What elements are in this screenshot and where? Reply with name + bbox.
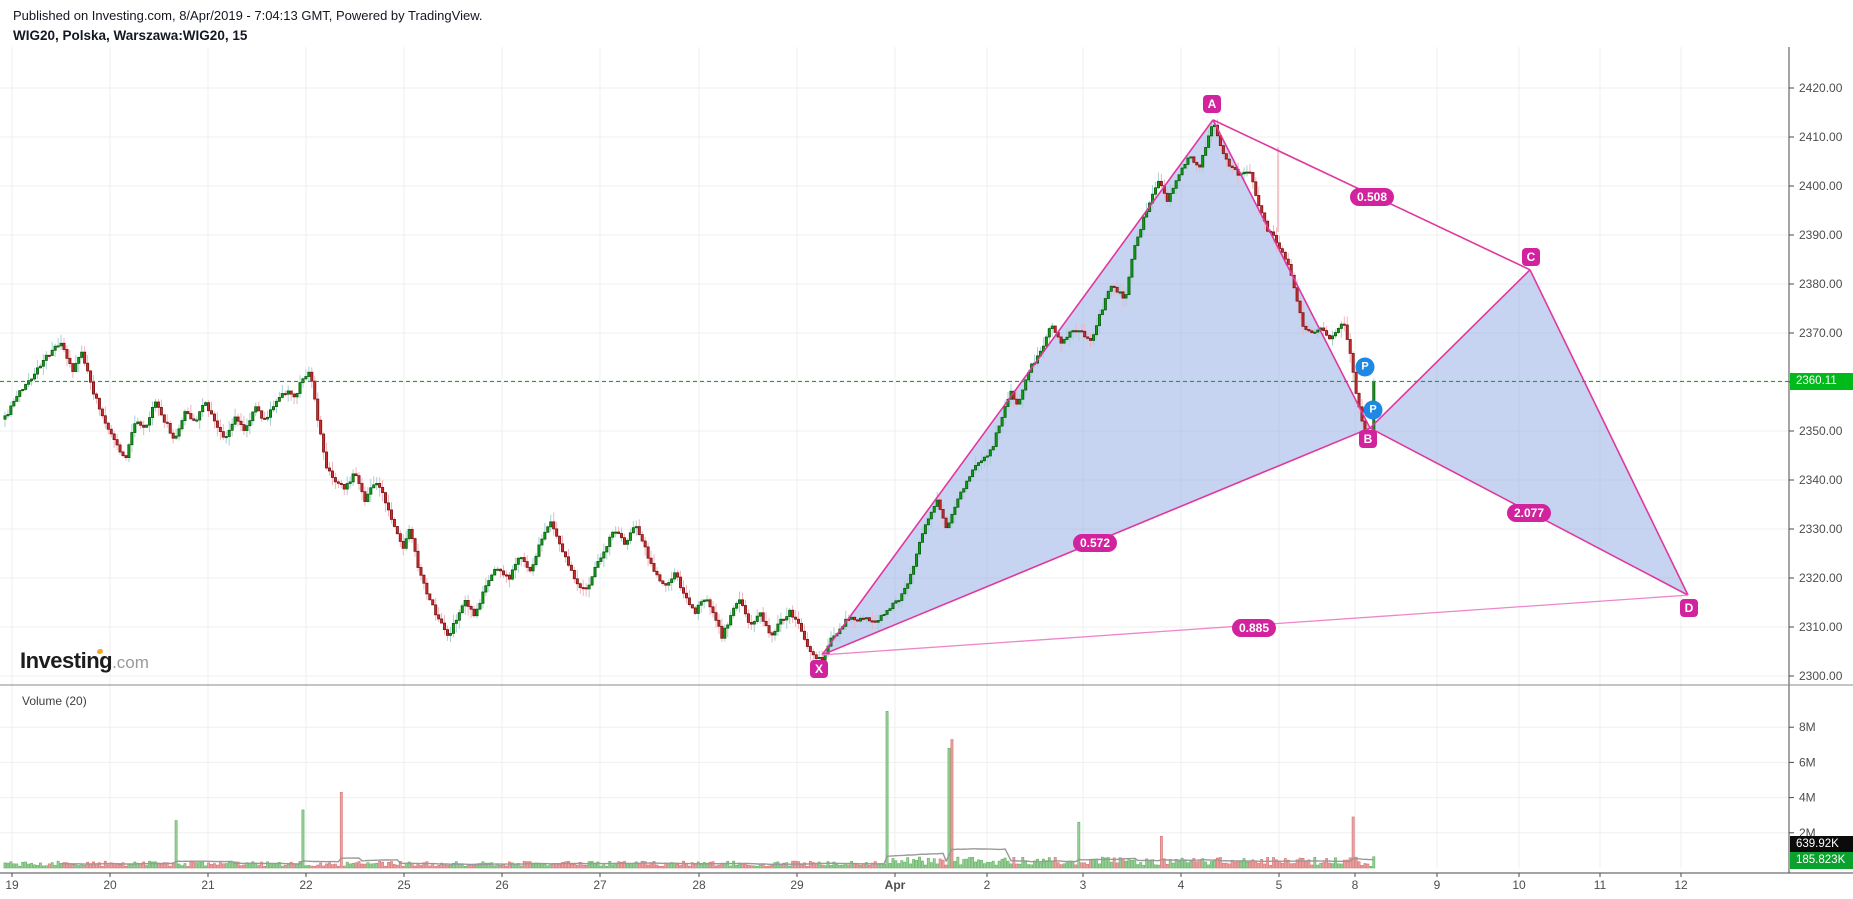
svg-text:4: 4 bbox=[1178, 878, 1185, 892]
svg-text:27: 27 bbox=[593, 878, 607, 892]
svg-text:19: 19 bbox=[5, 878, 19, 892]
svg-text:26: 26 bbox=[495, 878, 509, 892]
ratio-label-xd[interactable]: 0.885 bbox=[1231, 619, 1277, 637]
svg-text:10: 10 bbox=[1512, 878, 1526, 892]
pattern-point-a-label[interactable]: A bbox=[1203, 95, 1221, 113]
symbol-title: WIG20, Polska, Warszawa:WIG20, 15 bbox=[13, 28, 248, 43]
svg-text:29: 29 bbox=[790, 878, 804, 892]
svg-text:2410.00: 2410.00 bbox=[1799, 130, 1843, 144]
svg-text:5: 5 bbox=[1276, 878, 1283, 892]
investing-logo: Investing.com bbox=[20, 648, 149, 674]
ratio-label-xb[interactable]: 0.572 bbox=[1072, 534, 1118, 552]
svg-text:Apr: Apr bbox=[885, 878, 906, 892]
published-line: Published on Investing.com, 8/Apr/2019 -… bbox=[13, 8, 483, 23]
svg-text:28: 28 bbox=[692, 878, 706, 892]
pattern-handle-p-upper[interactable]: P bbox=[1355, 357, 1375, 377]
current-price-badge: 2360.11 bbox=[1790, 372, 1853, 390]
svg-text:2400.00: 2400.00 bbox=[1799, 179, 1843, 193]
pattern-fill-layer bbox=[822, 119, 1688, 655]
pattern-point-d-label[interactable]: D bbox=[1680, 599, 1698, 617]
svg-text:2: 2 bbox=[984, 878, 991, 892]
svg-text:2330.00: 2330.00 bbox=[1799, 522, 1843, 536]
ratio-label-bd[interactable]: 2.077 bbox=[1506, 504, 1552, 522]
svg-text:2420.00: 2420.00 bbox=[1799, 81, 1843, 95]
svg-text:2390.00: 2390.00 bbox=[1799, 228, 1843, 242]
svg-text:22: 22 bbox=[299, 878, 313, 892]
svg-text:3: 3 bbox=[1080, 878, 1087, 892]
svg-text:25: 25 bbox=[397, 878, 411, 892]
svg-text:11: 11 bbox=[1594, 878, 1607, 892]
svg-text:2300.00: 2300.00 bbox=[1799, 669, 1843, 683]
pattern-point-b-label[interactable]: B bbox=[1359, 430, 1377, 448]
price-axis[interactable]: 2420.00 2410.00 2400.00 2390.00 2380.00 2370.… bbox=[1788, 47, 1843, 873]
svg-text:2370.00: 2370.00 bbox=[1799, 326, 1843, 340]
svg-text:8: 8 bbox=[1352, 878, 1359, 892]
svg-text:21: 21 bbox=[201, 878, 215, 892]
svg-text:6M: 6M bbox=[1799, 755, 1816, 769]
svg-text:2310.00: 2310.00 bbox=[1799, 620, 1843, 634]
svg-text:2340.00: 2340.00 bbox=[1799, 473, 1843, 487]
svg-text:4M: 4M bbox=[1799, 791, 1816, 805]
time-axis[interactable]: 19 20 21 22 25 26 27 28 29 Apr 2 3 4 5 8 9 10 11 12 bbox=[0, 872, 1853, 892]
svg-text:12: 12 bbox=[1674, 878, 1688, 892]
current-volume-badge: 639.92K bbox=[1790, 836, 1853, 853]
pattern-handle-p-lower[interactable]: P bbox=[1363, 400, 1383, 420]
volume-ma-line bbox=[61, 848, 1374, 866]
svg-text:2380.00: 2380.00 bbox=[1799, 277, 1843, 291]
ratio-label-ac[interactable]: 0.508 bbox=[1349, 188, 1395, 206]
svg-text:20: 20 bbox=[103, 878, 117, 892]
pattern-point-x-label[interactable]: X bbox=[810, 660, 828, 678]
svg-text:2320.00: 2320.00 bbox=[1799, 571, 1843, 585]
svg-text:2350.00: 2350.00 bbox=[1799, 424, 1843, 438]
svg-text:8M: 8M bbox=[1799, 720, 1816, 734]
svg-text:9: 9 bbox=[1434, 878, 1441, 892]
volume-layer bbox=[3, 711, 1376, 869]
pattern-point-c-label[interactable]: C bbox=[1522, 248, 1540, 266]
volume-indicator-label: Volume (20) bbox=[22, 694, 87, 708]
logo-domain-text: .com bbox=[112, 653, 149, 672]
volume-ma-badge: 185.823K bbox=[1790, 852, 1853, 869]
